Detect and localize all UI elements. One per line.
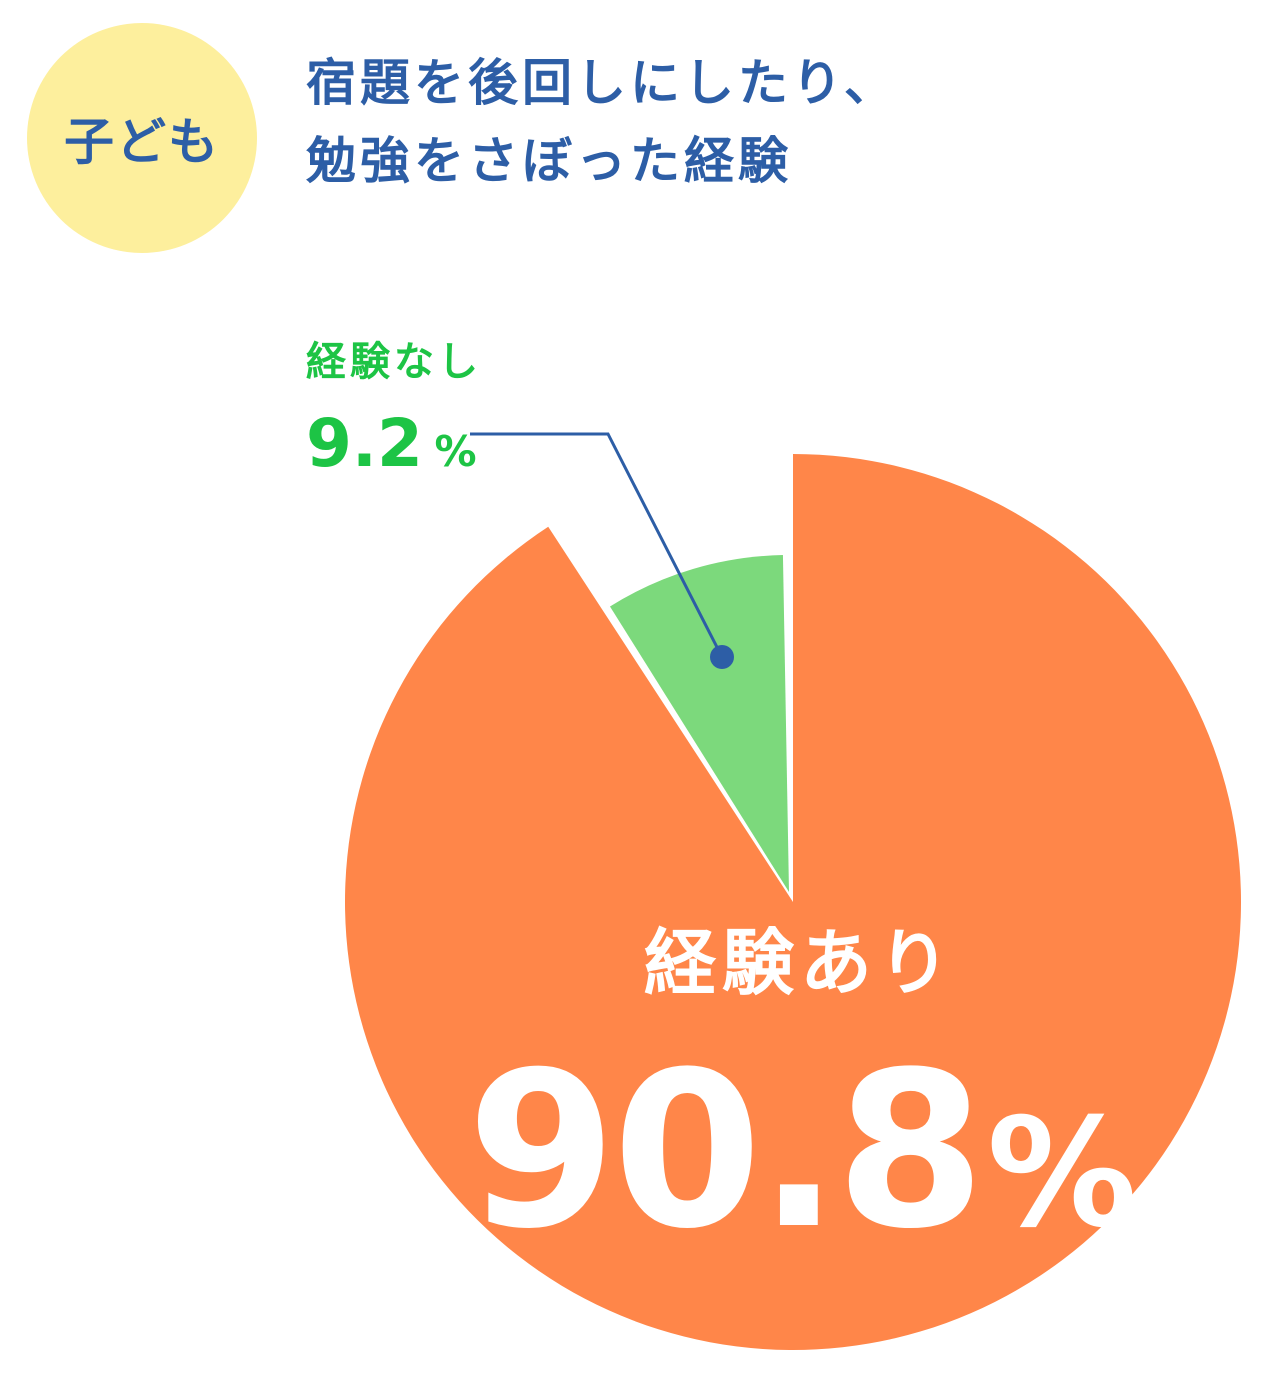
chart-title-line-1: 宿題を後回しにしたり、 <box>306 54 898 112</box>
slice-value-experienced-number: 90.8 <box>467 1025 981 1276</box>
slice-value-not-experienced-number: 9.2 <box>306 405 423 482</box>
callout-leader-line <box>470 432 724 658</box>
slice-value-experienced: 90.8 % <box>467 1025 1133 1276</box>
audience-badge: 子ども <box>27 23 257 253</box>
slice-value-experienced-unit: % <box>987 1087 1133 1261</box>
slice-label-not-experienced: 経験なし <box>306 339 482 385</box>
audience-badge-label: 子ども <box>64 113 220 171</box>
slice-value-not-experienced-unit: % <box>435 427 477 476</box>
chart-title-line-2: 勉強をさぼった経験 <box>306 132 792 190</box>
chart-title: 宿題を後回しにしたり、 勉強をさぼった経験 <box>306 44 898 200</box>
pie-slice-experienced <box>344 454 1241 1351</box>
callout-dot <box>710 645 734 669</box>
slice-value-not-experienced: 9.2 % <box>306 405 477 482</box>
slice-label-experienced: 経験あり <box>644 921 956 1005</box>
pie-slice-not-experienced <box>609 555 789 892</box>
